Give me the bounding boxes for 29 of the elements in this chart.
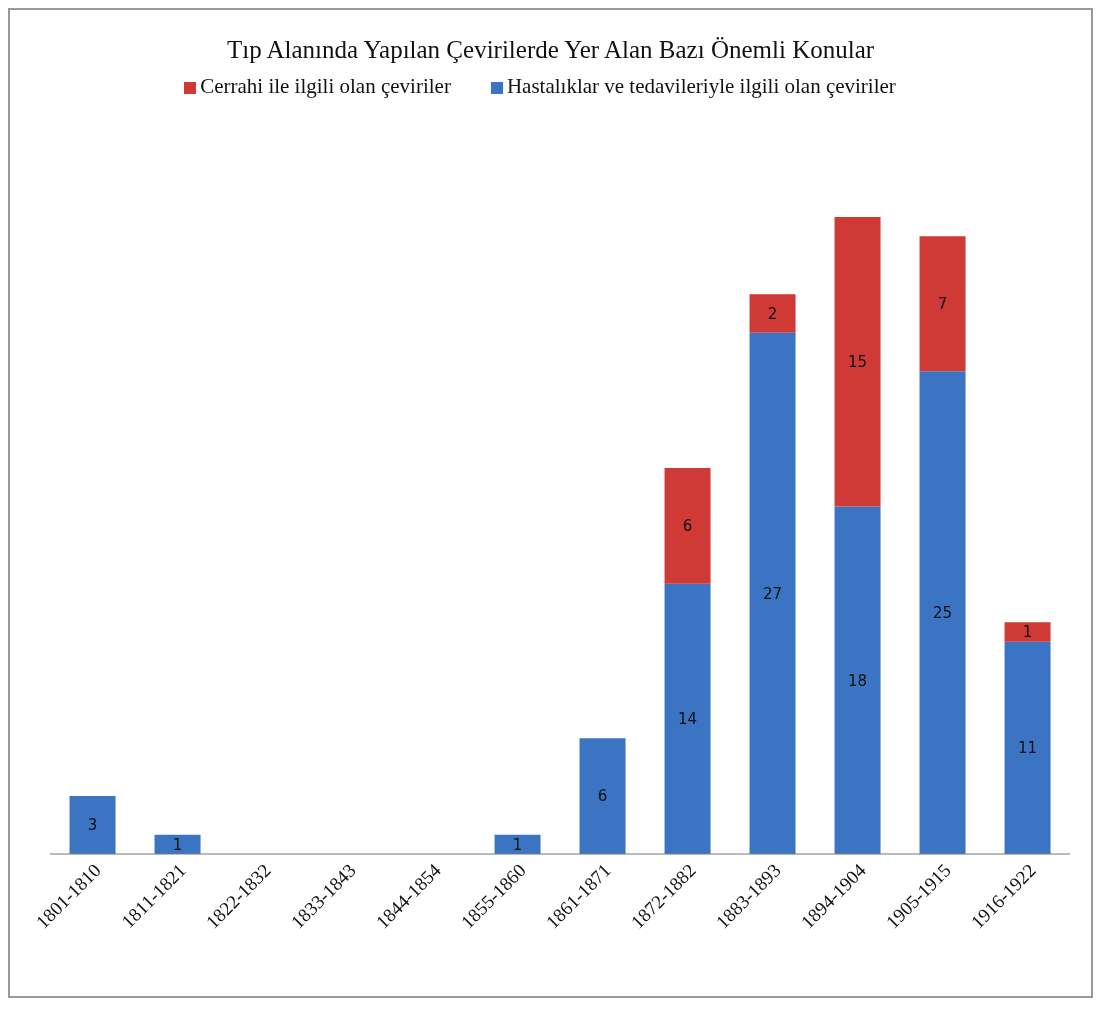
- bar: [919, 236, 966, 372]
- data-label: 6: [597, 787, 608, 806]
- bar: [834, 216, 881, 507]
- legend-label: Hastalıklar ve tedavileriyle ilgili olan çeviriler: [506, 74, 896, 98]
- data-label: 11: [1018, 739, 1038, 758]
- bar: [664, 583, 711, 854]
- legend-label: Cerrahi ile ilgili olan çeviriler: [200, 74, 451, 98]
- bar: [69, 796, 116, 854]
- bar: [834, 506, 881, 854]
- data-label: 25: [933, 604, 953, 623]
- bar: [749, 294, 796, 333]
- data-label: 14: [678, 710, 698, 729]
- bar: [579, 738, 626, 854]
- data-label: 2: [767, 304, 778, 323]
- data-label: 1: [1022, 623, 1033, 642]
- chart-title: Tıp Alanında Yapılan Çevirilerde Yer Alan Bazı Önemli Konular: [225, 35, 876, 64]
- data-label: 27: [763, 584, 783, 603]
- bar: [664, 467, 711, 584]
- data-label: 15: [848, 353, 868, 372]
- data-label: 18: [848, 671, 868, 690]
- bar: [1004, 622, 1051, 642]
- data-label: 3: [87, 816, 98, 835]
- data-label: 6: [682, 517, 693, 536]
- bar: [1004, 641, 1051, 854]
- data-label: 1: [512, 835, 523, 854]
- bar: [749, 332, 796, 854]
- bar: [919, 371, 966, 854]
- data-label: 1: [172, 835, 183, 854]
- data-label: 7: [937, 295, 948, 314]
